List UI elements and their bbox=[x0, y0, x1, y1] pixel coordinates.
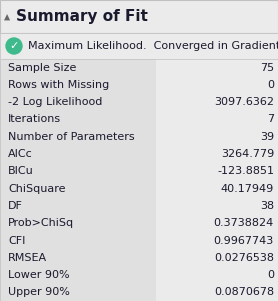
Text: 0.9967743: 0.9967743 bbox=[214, 235, 274, 246]
Text: 39: 39 bbox=[260, 132, 274, 142]
Text: Lower 90%: Lower 90% bbox=[8, 270, 70, 280]
Text: 3264.779: 3264.779 bbox=[221, 149, 274, 159]
Text: Upper 90%: Upper 90% bbox=[8, 287, 70, 297]
Circle shape bbox=[6, 38, 22, 54]
Text: 0.0276538: 0.0276538 bbox=[214, 253, 274, 263]
Bar bbox=[0, 59, 278, 301]
Bar bbox=[0, 59, 278, 301]
Text: Maximum Likelihood.  Converged in Gradient.: Maximum Likelihood. Converged in Gradien… bbox=[28, 41, 278, 51]
Text: 0.0870678: 0.0870678 bbox=[214, 287, 274, 297]
Text: Summary of Fit: Summary of Fit bbox=[16, 9, 148, 24]
Text: ◀: ◀ bbox=[1, 13, 11, 20]
Text: DF: DF bbox=[8, 201, 23, 211]
Text: Number of Parameters: Number of Parameters bbox=[8, 132, 135, 142]
Text: 40.17949: 40.17949 bbox=[221, 184, 274, 194]
Text: 0.3738824: 0.3738824 bbox=[214, 218, 274, 228]
Text: Rows with Missing: Rows with Missing bbox=[8, 80, 109, 90]
Text: Iterations: Iterations bbox=[8, 114, 61, 125]
Text: -123.8851: -123.8851 bbox=[217, 166, 274, 176]
Text: 0: 0 bbox=[267, 270, 274, 280]
Text: 3097.6362: 3097.6362 bbox=[214, 97, 274, 107]
Text: 7: 7 bbox=[267, 114, 274, 125]
Bar bbox=[0, 0, 278, 33]
Text: 38: 38 bbox=[260, 201, 274, 211]
Text: ✓: ✓ bbox=[9, 41, 19, 51]
Text: ChiSquare: ChiSquare bbox=[8, 184, 66, 194]
Text: BICu: BICu bbox=[8, 166, 34, 176]
Text: 0: 0 bbox=[267, 80, 274, 90]
Bar bbox=[0, 59, 156, 301]
Bar bbox=[0, 33, 278, 59]
Text: Prob>ChiSq: Prob>ChiSq bbox=[8, 218, 74, 228]
Text: 75: 75 bbox=[260, 63, 274, 73]
Text: -2 Log Likelihood: -2 Log Likelihood bbox=[8, 97, 102, 107]
Text: AICc: AICc bbox=[8, 149, 33, 159]
Text: CFI: CFI bbox=[8, 235, 25, 246]
Text: Sample Size: Sample Size bbox=[8, 63, 76, 73]
Text: RMSEA: RMSEA bbox=[8, 253, 47, 263]
